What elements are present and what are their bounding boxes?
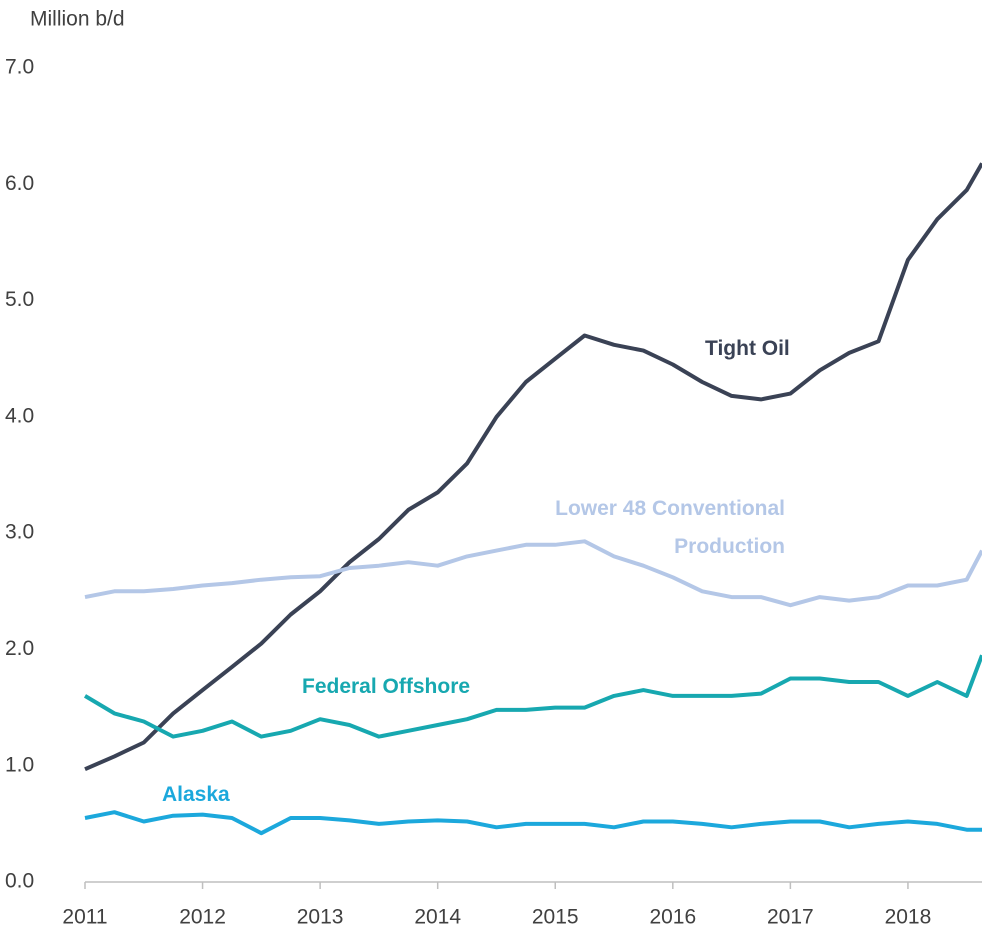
y-axis-label: Million b/d [30,8,125,31]
y-tick-label: 6.0 [5,172,34,195]
y-tick-label: 5.0 [5,288,34,311]
x-tick-label: 2016 [649,906,696,929]
x-tick-label: 2014 [414,906,461,929]
x-tick-label: 2017 [767,906,814,929]
series-line [84,162,982,772]
series-label: Tight Oil [705,337,790,360]
y-tick-label: 1.0 [5,753,34,776]
y-tick-label: 3.0 [5,521,34,544]
x-tick-label: 2011 [62,906,107,929]
x-tick-label: 2013 [297,906,344,929]
y-tick-label: 4.0 [5,404,34,427]
series-line [84,539,982,608]
series-line [83,654,982,739]
series-line [84,810,982,836]
x-tick-label: 2018 [885,906,932,929]
x-tick-label: 2012 [179,906,226,929]
series-label: Federal Offshore [302,675,471,698]
y-tick-label: 0.0 [5,870,34,893]
series-label: Alaska [162,783,230,806]
y-tick-label: 7.0 [5,56,34,79]
series-label: Lower 48 Conventional Production [555,497,785,558]
y-tick-label: 2.0 [5,637,34,660]
x-tick-label: 2015 [532,906,579,929]
